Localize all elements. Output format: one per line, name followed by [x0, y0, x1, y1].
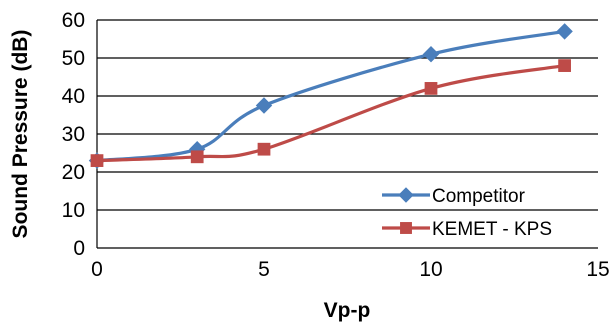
data-point-competitor — [556, 23, 573, 40]
legend-label: Competitor — [432, 186, 526, 207]
legend-marker — [398, 187, 414, 203]
legend-label: KEMET - KPS — [432, 219, 552, 240]
y-tick-label: 60 — [62, 9, 85, 32]
y-tick-label: 40 — [62, 85, 85, 108]
y-tick-label: 50 — [62, 47, 85, 70]
data-point-kemet-kps — [190, 150, 204, 164]
y-axis-title: Sound Pressure (dB) — [9, 30, 32, 239]
y-tick-label: 20 — [62, 161, 85, 184]
x-tick-labels: 0 5 10 15 — [91, 258, 610, 281]
data-point-kemet-kps — [257, 142, 271, 156]
legend: Competitor KEMET - KPS — [382, 186, 552, 240]
series-kemet-kps — [90, 59, 571, 167]
series-group — [88, 23, 573, 169]
x-tick-label: 15 — [586, 258, 609, 281]
y-tick-label: 10 — [62, 199, 85, 222]
gridlines — [96, 19, 598, 249]
x-tick-label: 10 — [419, 258, 442, 281]
x-tick-label: 0 — [91, 258, 103, 281]
y-tick-label: 0 — [73, 237, 85, 260]
legend-item-kemet-kps: KEMET - KPS — [382, 219, 552, 240]
series-line-competitor — [96, 29, 565, 163]
series-line-kemet-kps — [96, 64, 565, 163]
y-tick-labels: 0 10 20 30 40 50 60 — [62, 9, 85, 260]
data-point-kemet-kps — [558, 59, 571, 72]
legend-item-competitor: Competitor — [382, 186, 526, 207]
x-axis-title: Vp-p — [324, 299, 371, 322]
y-tick-label: 30 — [62, 123, 85, 146]
data-point-kemet-kps — [424, 82, 438, 95]
x-tick-label: 5 — [258, 258, 270, 281]
legend-marker — [400, 222, 412, 234]
data-point-competitor — [255, 97, 273, 114]
data-point-competitor — [422, 45, 440, 63]
data-point-kemet-kps — [90, 154, 104, 167]
